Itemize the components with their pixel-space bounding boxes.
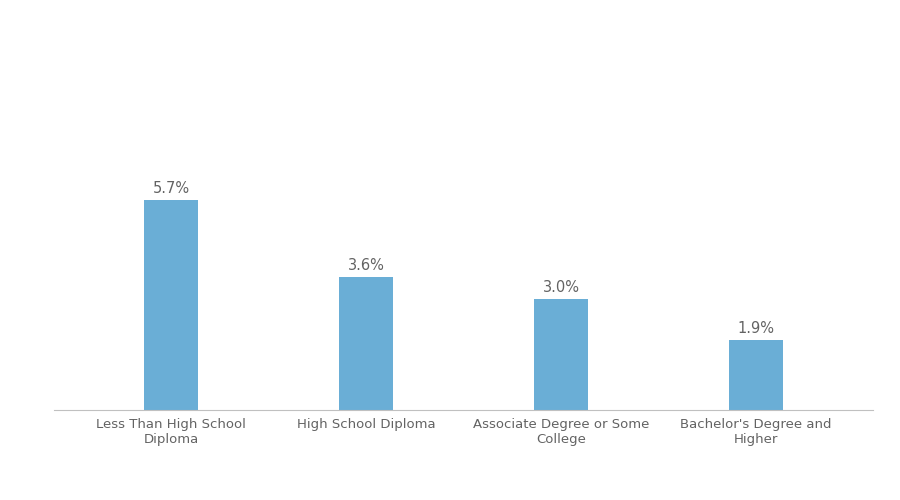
Text: 3.6%: 3.6% bbox=[347, 258, 384, 273]
Text: 1.9%: 1.9% bbox=[737, 320, 775, 336]
Bar bbox=[729, 340, 783, 410]
Bar bbox=[144, 200, 198, 410]
Bar bbox=[338, 278, 393, 410]
Text: 3.0%: 3.0% bbox=[543, 280, 580, 295]
Bar bbox=[534, 300, 589, 410]
Text: 5.7%: 5.7% bbox=[152, 180, 190, 196]
